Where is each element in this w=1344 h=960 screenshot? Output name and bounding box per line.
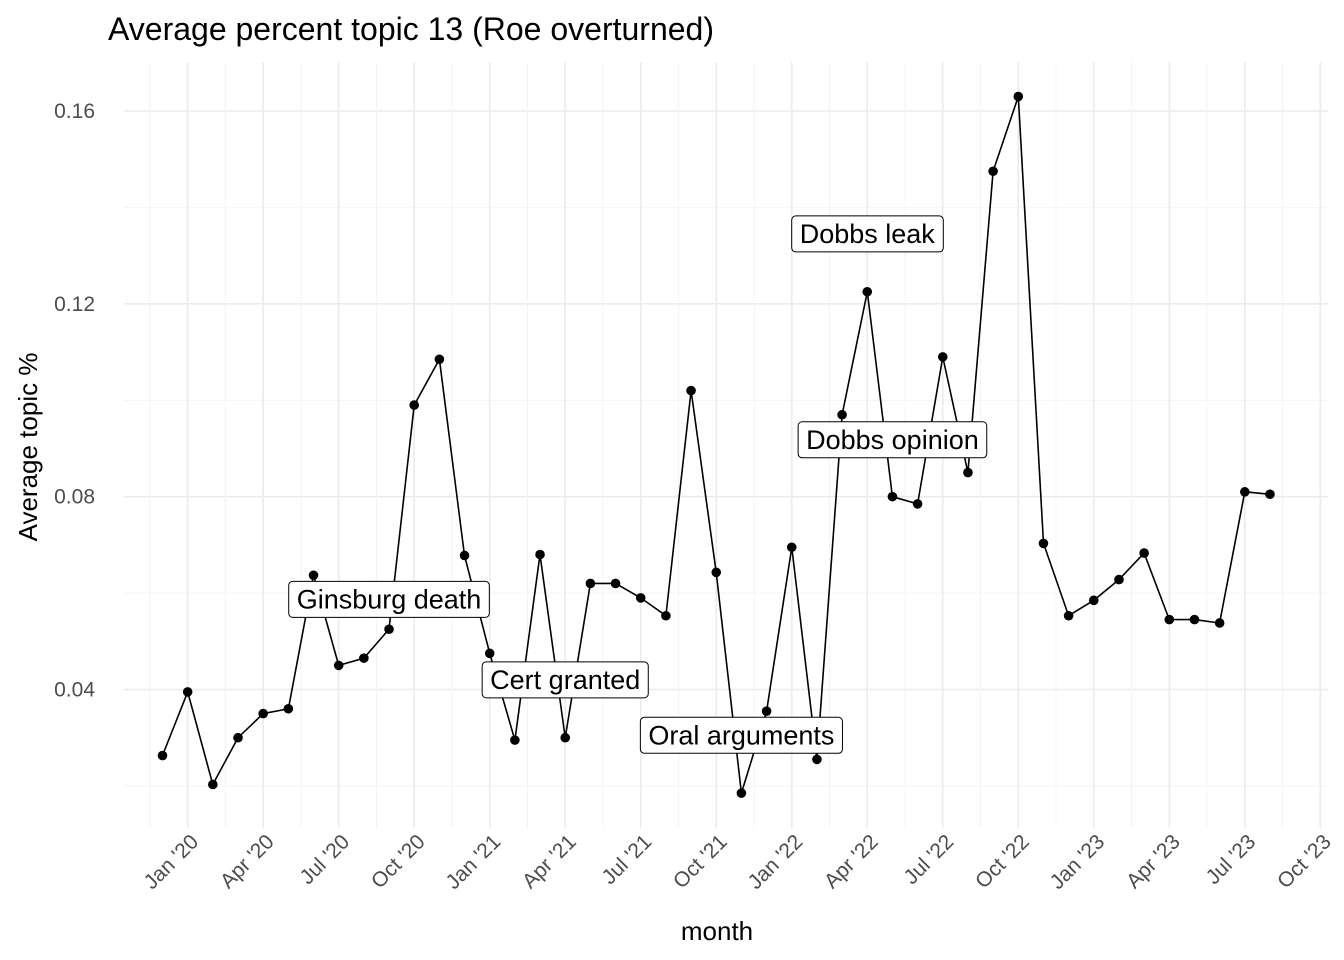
data-point (510, 735, 520, 745)
data-point (409, 400, 420, 410)
annotation-text: Cert granted (490, 665, 640, 695)
annotation-label: Dobbs leak (791, 215, 944, 253)
annotation-box (481, 661, 649, 699)
annotation-label: Oral arguments (639, 716, 843, 754)
annotation-label: Dobbs opinion (797, 421, 988, 459)
data-point (736, 788, 747, 798)
x-tick-label: Oct '22 (971, 830, 1034, 893)
data-point (585, 578, 596, 589)
x-tick-label: Jan '21 (442, 830, 506, 894)
data-point (862, 286, 873, 297)
data-point (988, 166, 998, 177)
chart-title: Average percent topic 13 (Roe overturned… (108, 11, 714, 47)
annotations: Ginsburg death Cert granted Oral arguments… (288, 215, 988, 754)
x-tick-label: Apr '20 (216, 830, 279, 893)
data-point (182, 687, 193, 697)
x-tick-label: Oct '21 (669, 830, 732, 893)
annotation-text: Dobbs opinion (806, 425, 979, 455)
annotation-label: Cert granted (481, 661, 649, 699)
data-point (786, 542, 797, 553)
y-tick-label: 0.08 (54, 486, 95, 509)
data-point (1189, 614, 1200, 625)
annotation-box (288, 580, 490, 618)
data-point (912, 499, 923, 509)
x-tick-label: Jul '20 (296, 830, 355, 889)
data-point (258, 708, 268, 719)
data-point (1139, 548, 1149, 558)
x-tick-label: Apr '23 (1122, 830, 1185, 893)
y-tick-label: 0.16 (54, 100, 95, 123)
data-point (1038, 538, 1049, 549)
x-axis-title: month (681, 916, 753, 946)
data-point (535, 549, 545, 560)
data-point (359, 653, 369, 663)
y-tick-label: 0.04 (54, 679, 95, 702)
data-point (761, 706, 772, 716)
data-point (384, 624, 394, 635)
annotation-text: Dobbs leak (800, 219, 936, 249)
x-tick-label: Apr '21 (518, 830, 581, 893)
data-point (1088, 595, 1099, 606)
data-point (484, 648, 495, 659)
annotation-box (797, 421, 988, 459)
x-axis-ticks: Jan '20 Apr '20 Jul '20 Oct '20 Jan '21 Apr '… (140, 830, 1336, 894)
x-tick-label: Jan '20 (140, 830, 204, 894)
x-tick-label: Jul '23 (1202, 830, 1261, 889)
data-point (1114, 574, 1124, 585)
data-point (963, 467, 973, 478)
data-point (157, 750, 168, 761)
x-tick-label: Jan '23 (1046, 830, 1110, 894)
x-tick-label: Jul '21 (598, 830, 657, 889)
grid (124, 62, 1328, 828)
data-point (434, 354, 445, 365)
x-tick-label: Apr '22 (820, 830, 883, 893)
data-point (1214, 618, 1225, 628)
data-point (308, 570, 319, 581)
annotation-label: Ginsburg death (288, 580, 490, 618)
x-tick-label: Oct '20 (367, 830, 430, 893)
data-point (610, 578, 621, 589)
data-point (1265, 489, 1275, 500)
annotation-box (639, 716, 843, 754)
data-point (1013, 91, 1024, 102)
data-point (333, 660, 344, 671)
x-tick-label: Jul '22 (900, 830, 959, 889)
data-point (635, 593, 646, 603)
annotation-box (791, 215, 944, 253)
data-point (686, 385, 696, 396)
data-point (459, 550, 470, 561)
annotation-text: Oral arguments (648, 720, 834, 750)
x-tick-label: Jan '22 (744, 830, 808, 894)
data-point (233, 732, 243, 743)
y-axis-ticks: 0.04 0.08 0.12 0.16 (54, 100, 95, 702)
data-point (887, 491, 898, 502)
data-point (560, 732, 571, 743)
y-axis-title: Average topic % (13, 353, 43, 542)
annotation-text: Ginsburg death (297, 584, 482, 614)
data-point (837, 409, 847, 420)
data-point (661, 610, 671, 621)
data-point (711, 567, 722, 578)
data-point (1063, 610, 1074, 621)
data-point (1240, 487, 1250, 497)
data-point (937, 352, 948, 362)
data-point (812, 754, 822, 765)
data-point (1164, 614, 1175, 625)
x-tick-label: Oct '23 (1273, 830, 1336, 893)
data-point (208, 779, 218, 790)
data-point (283, 703, 294, 714)
y-tick-label: 0.12 (54, 293, 95, 316)
series-line-group (157, 91, 1275, 798)
